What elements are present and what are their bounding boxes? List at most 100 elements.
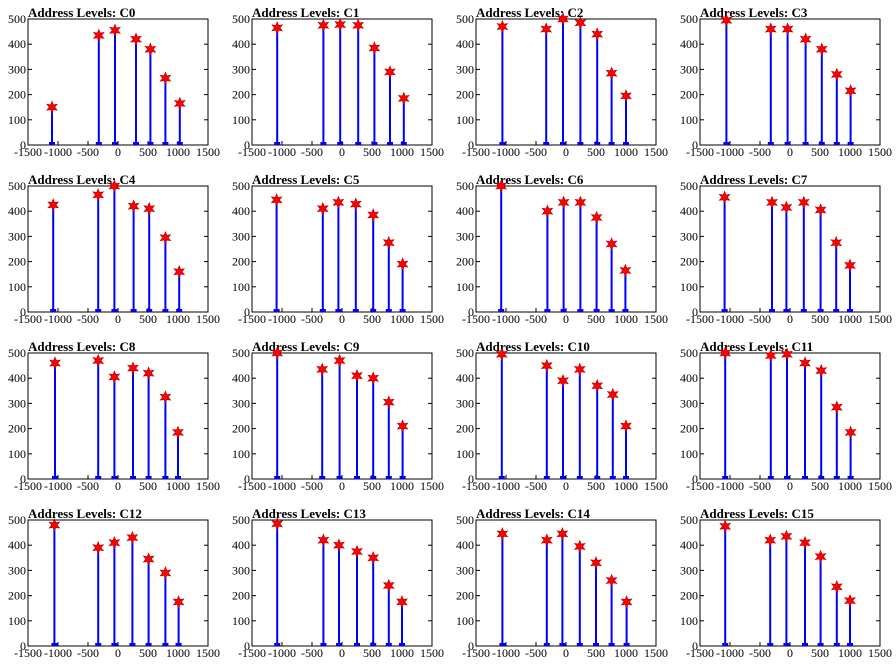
peak-marker [159, 390, 172, 404]
peak-marker [382, 235, 395, 250]
x-tick-label: -1500 [686, 145, 714, 159]
peak-marker [620, 89, 632, 103]
chart-panel: Address Levels: C20100200300400500-1500-… [456, 5, 668, 159]
x-tick-label: -500 [749, 646, 771, 660]
y-tick-label: 100 [680, 113, 698, 127]
y-tick-label: 0 [468, 639, 474, 653]
y-tick-label: 300 [8, 229, 26, 243]
peak-base [352, 309, 359, 312]
peak-spike [338, 360, 341, 479]
peak-spike [785, 536, 788, 646]
peak-spike [562, 380, 564, 479]
x-tick-label: 0 [339, 312, 345, 326]
x-tick-label: -1500 [462, 479, 490, 493]
peak-marker [316, 201, 329, 216]
x-tick-label: 500 [363, 646, 381, 660]
peak-marker [130, 32, 142, 46]
peak-base [385, 309, 392, 312]
x-tick-label: 1500 [868, 312, 892, 326]
y-tick-label: 0 [468, 305, 474, 319]
x-tick-label: 1500 [420, 479, 444, 493]
peak-base [274, 643, 281, 646]
x-tick-label: -500 [301, 646, 323, 660]
peak-base [499, 142, 506, 145]
peak-spike [724, 526, 727, 646]
peak-marker [799, 356, 811, 370]
peak-spike [373, 47, 376, 146]
peak-base [387, 142, 393, 145]
peak-spike [611, 394, 614, 479]
x-tick-label: 500 [139, 479, 157, 493]
y-tick-label: 300 [456, 396, 474, 410]
x-tick-label: 500 [811, 479, 829, 493]
peak-base [622, 309, 629, 312]
y-tick-label: 300 [232, 563, 250, 577]
peak-base [767, 476, 774, 479]
peak-spike [402, 98, 405, 145]
x-tick-label: -1000 [492, 646, 520, 660]
y-tick-label: 100 [456, 113, 474, 127]
peak-spike [135, 39, 137, 145]
peak-marker [718, 190, 731, 205]
peak-base [559, 643, 566, 646]
peak-marker [540, 358, 553, 373]
x-tick-label: 1000 [166, 646, 190, 660]
peak-spike [97, 35, 100, 145]
y-tick-label: 300 [680, 62, 698, 76]
peak-marker [815, 42, 828, 57]
peak-base [543, 643, 550, 646]
peak-marker [351, 368, 363, 383]
peak-marker [719, 519, 732, 534]
peak-spike [54, 363, 56, 479]
chart-panel: Address Levels: C70100200300400500-1500-… [680, 172, 892, 326]
y-tick-label: 300 [456, 229, 474, 243]
y-tick-label: 500 [680, 179, 698, 193]
peak-spike [321, 369, 324, 479]
peak-base [623, 643, 630, 646]
y-tick-label: 0 [20, 472, 26, 486]
peak-base [783, 643, 790, 646]
peak-spike [625, 426, 627, 479]
peak-base [623, 142, 629, 145]
chart-title: Address Levels: C6 [476, 172, 584, 187]
chart-title: Address Levels: C9 [252, 339, 360, 354]
peak-spike [387, 585, 390, 646]
peak-spike [500, 186, 503, 312]
peak-base [370, 476, 377, 479]
peak-marker [159, 566, 172, 580]
peak-marker [620, 419, 632, 433]
peak-marker [173, 264, 186, 279]
peak-marker [92, 540, 105, 555]
x-tick-label: 500 [587, 646, 605, 660]
x-tick-label: -500 [301, 479, 323, 493]
peak-base [385, 476, 392, 479]
x-tick-label: 1000 [390, 479, 414, 493]
peak-marker [92, 187, 105, 202]
peak-base [175, 476, 181, 479]
peak-marker [334, 17, 347, 32]
x-tick-label: -1000 [44, 312, 72, 326]
peak-base [767, 643, 774, 646]
y-tick-label: 300 [680, 396, 698, 410]
y-tick-label: 400 [232, 204, 250, 218]
peak-base [576, 476, 583, 479]
y-tick-label: 300 [456, 62, 474, 76]
peak-base [577, 142, 584, 145]
y-tick-label: 200 [456, 88, 474, 102]
peak-spike [164, 397, 167, 479]
x-tick-label: 1000 [838, 479, 862, 493]
peak-spike [401, 426, 404, 479]
y-tick-label: 0 [244, 305, 250, 319]
peak-marker [384, 65, 396, 79]
x-tick-label: 0 [563, 479, 569, 493]
x-tick-label: 500 [587, 312, 605, 326]
chart-title: Address Levels: C5 [252, 172, 360, 187]
x-tick-label: 0 [115, 479, 121, 493]
y-tick-label: 500 [232, 513, 250, 527]
x-tick-label: 0 [339, 479, 345, 493]
peak-base [767, 142, 774, 145]
peak-base [162, 643, 169, 646]
peak-spike [804, 39, 807, 145]
y-tick-label: 200 [232, 88, 250, 102]
y-tick-label: 500 [232, 346, 250, 360]
